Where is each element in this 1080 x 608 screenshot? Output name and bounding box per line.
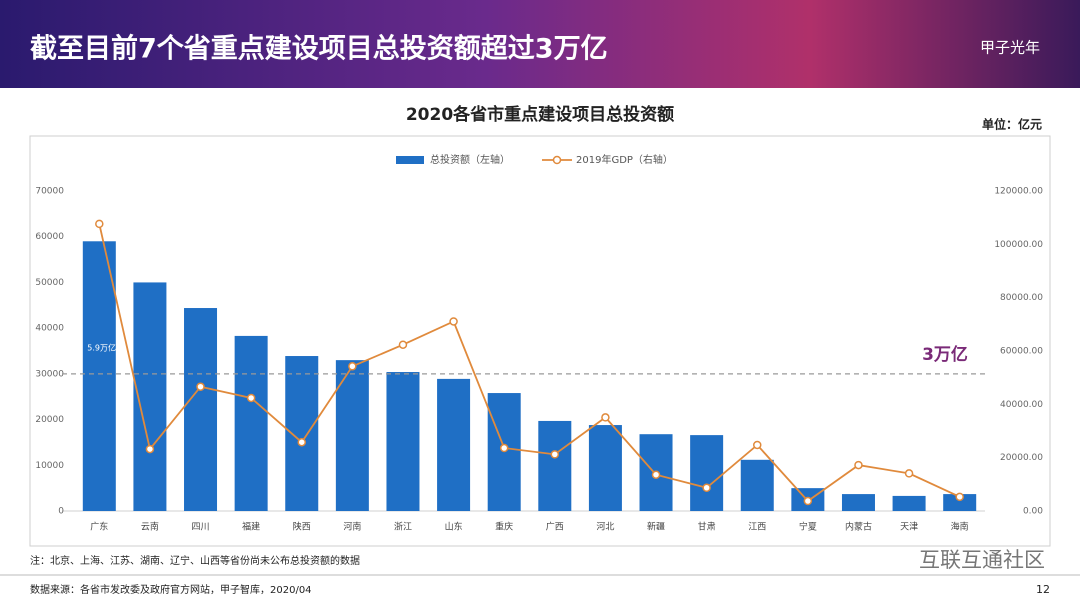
logo: 甲子光年 bbox=[980, 39, 1040, 57]
line-marker bbox=[753, 440, 762, 450]
y2-tick-label: 20000.00 bbox=[1000, 453, 1043, 463]
unit-label: 单位：亿元 bbox=[982, 117, 1042, 132]
x-tick-label: 河北 bbox=[596, 521, 614, 533]
y-tick-label: 10000 bbox=[35, 461, 64, 471]
y2-tick-label: 80000.00 bbox=[1000, 293, 1043, 303]
line bbox=[98, 223, 961, 503]
y2-tick-label: 40000.00 bbox=[1000, 400, 1043, 410]
x-tick-label: 河南 bbox=[343, 521, 361, 533]
y2-tick-label: 60000.00 bbox=[1000, 347, 1043, 357]
x-tick-label: 新疆 bbox=[647, 521, 665, 533]
x-tick-label: 浙江 bbox=[394, 521, 412, 533]
source: 数据来源：各省市发改委及政府官方网站，甲子智库，2020/04 bbox=[30, 583, 312, 596]
line-marker bbox=[95, 219, 104, 229]
x-tick-label: 福建 bbox=[242, 521, 260, 533]
y-tick-label: 50000 bbox=[35, 278, 64, 288]
bar bbox=[82, 241, 116, 512]
line-marker bbox=[904, 469, 914, 478]
legend-swatch bbox=[396, 156, 424, 164]
annotation: 5.9万亿 bbox=[87, 343, 116, 353]
header-title: 截至目前7个省重点建设项目总投资额超过3万亿 bbox=[30, 33, 608, 65]
x-tick-label: 重庆 bbox=[495, 521, 513, 533]
bar bbox=[588, 425, 622, 511]
legend-label: 2019年GDP（右轴） bbox=[576, 153, 673, 166]
x-tick-label: 海南 bbox=[951, 521, 969, 533]
x-tick-label: 天津 bbox=[900, 522, 918, 533]
y-tick-label: 60000 bbox=[35, 232, 64, 242]
line-marker bbox=[955, 492, 964, 502]
x-tick-label: 甘肃 bbox=[698, 521, 716, 533]
header-banner bbox=[0, 0, 1080, 88]
line-marker bbox=[348, 362, 357, 371]
watermark: 互联互通社区 bbox=[919, 548, 1045, 572]
y2-tick-label: 100000.00 bbox=[994, 240, 1043, 250]
line-marker bbox=[145, 444, 155, 454]
line-marker bbox=[499, 443, 509, 453]
line-marker bbox=[196, 382, 205, 391]
page-number: 12 bbox=[1036, 583, 1050, 596]
bar bbox=[690, 435, 724, 511]
chart-title: 2020各省市重点建设项目总投资额 bbox=[406, 104, 674, 125]
x-tick-label: 四川 bbox=[192, 523, 210, 533]
chart-frame bbox=[29, 135, 1051, 547]
x-tick-label: 云南 bbox=[141, 521, 159, 533]
line-marker bbox=[702, 483, 711, 493]
line-marker bbox=[398, 340, 408, 349]
y-tick-label: 30000 bbox=[35, 369, 64, 379]
line-marker bbox=[550, 450, 560, 459]
x-tick-label: 山东 bbox=[445, 521, 463, 533]
line-marker bbox=[297, 437, 306, 447]
line-marker bbox=[449, 317, 458, 326]
x-tick-label: 陕西 bbox=[293, 521, 311, 533]
line-marker bbox=[854, 460, 863, 470]
line-marker bbox=[246, 393, 256, 403]
y-tick-label: 40000 bbox=[35, 324, 64, 334]
legend-label: 总投资额（左轴） bbox=[430, 153, 510, 166]
bar bbox=[234, 335, 268, 511]
y2-tick-label: 0.00 bbox=[1023, 507, 1043, 517]
y2-tick-label: 120000.00 bbox=[994, 187, 1043, 197]
line-marker bbox=[803, 496, 813, 506]
footnote: 注：北京、上海、江苏、湖南、辽宁、山西等省份尚未公布总投资额的数据 bbox=[30, 554, 360, 567]
y-tick-label: 70000 bbox=[35, 187, 64, 197]
x-tick-label: 江西 bbox=[748, 522, 766, 533]
y-tick-label: 0 bbox=[58, 507, 64, 517]
reference-label: 3万亿 bbox=[922, 344, 968, 365]
legend-swatch bbox=[552, 155, 562, 165]
bar bbox=[437, 378, 471, 511]
bar bbox=[184, 308, 218, 511]
line-marker bbox=[651, 470, 661, 479]
bar bbox=[538, 420, 572, 511]
x-tick-label: 宁夏 bbox=[799, 521, 817, 533]
bar bbox=[335, 360, 369, 511]
y-tick-label: 20000 bbox=[35, 415, 64, 425]
bar bbox=[892, 495, 926, 511]
line-marker bbox=[601, 413, 610, 422]
x-tick-label: 广西 bbox=[546, 521, 564, 533]
bar bbox=[943, 494, 977, 511]
bar bbox=[841, 494, 875, 511]
bar bbox=[285, 356, 319, 511]
bar bbox=[740, 459, 774, 511]
x-tick-label: 广东 bbox=[90, 521, 108, 533]
bar bbox=[386, 372, 420, 511]
x-tick-label: 内蒙古 bbox=[845, 521, 872, 533]
